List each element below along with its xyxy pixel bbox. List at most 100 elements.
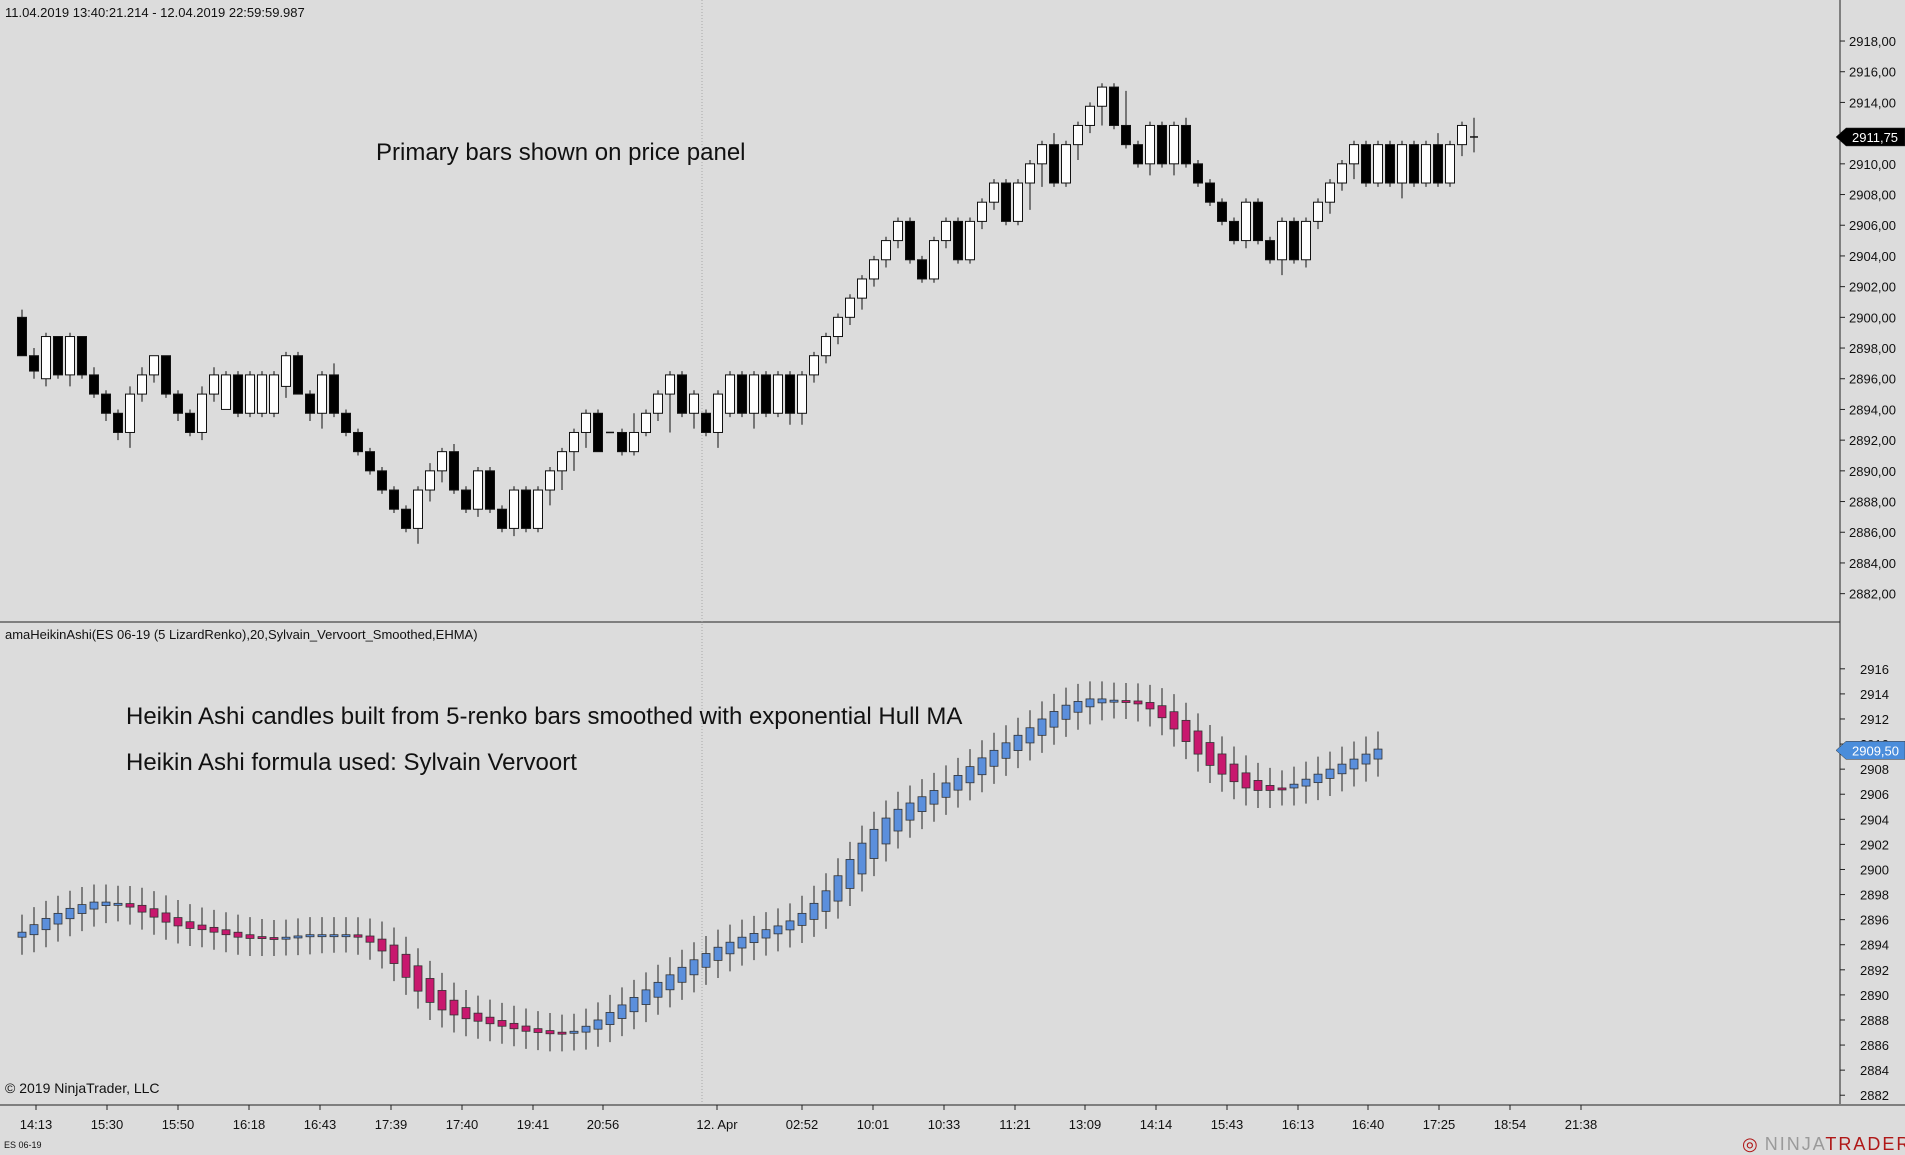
time-tick-label: 02:52 [786, 1117, 819, 1132]
date-range-label: 11.04.2019 13:40:21.214 - 12.04.2019 22:… [5, 5, 305, 20]
ha-candle-down [1205, 742, 1215, 766]
ha-candle-down [425, 978, 435, 1003]
price-bar-up [641, 412, 651, 433]
price-bar-down [1265, 240, 1275, 261]
price-bar-down [785, 374, 795, 414]
price-bar-down [305, 393, 315, 414]
ha-candle-up [821, 890, 831, 912]
price-bar-down [29, 355, 39, 372]
price-bar-down [1217, 201, 1227, 222]
price-bar-down [1205, 182, 1215, 203]
ha-tick-label: 2912 [1860, 712, 1889, 727]
ha-candle-up [281, 936, 291, 940]
price-bar-up [1373, 144, 1383, 184]
time-tick-label: 21:38 [1565, 1117, 1598, 1132]
time-tick-label: 20:56 [587, 1117, 620, 1132]
price-bar-up [1013, 182, 1023, 222]
heikin-ashi-note-1: Heikin Ashi candles built from 5-renko b… [126, 703, 963, 730]
price-bar-up [41, 336, 51, 380]
price-tick-label: 2882,00 [1849, 587, 1896, 602]
ha-tick-label: 2896 [1860, 913, 1889, 928]
heikin-ashi-panel[interactable] [17, 681, 1383, 1052]
price-bar-up [713, 393, 723, 433]
price-bar-up [473, 470, 483, 510]
time-tick-label: 18:54 [1494, 1117, 1527, 1132]
ha-tick-label: 2894 [1860, 938, 1889, 953]
price-bar-down [905, 220, 915, 261]
price-bar-down [1253, 201, 1263, 242]
ha-candle-up [617, 1004, 627, 1019]
ha-candle-up [677, 966, 687, 983]
ha-candle-down [125, 903, 135, 908]
price-bar-down [185, 412, 195, 433]
price-bar-up [413, 489, 423, 529]
price-bar-up [533, 489, 543, 529]
price-bar-down [377, 470, 387, 491]
price-bar-down [485, 470, 495, 510]
time-tick-label: 17:40 [446, 1117, 479, 1132]
price-bar-up [629, 431, 639, 453]
ha-candle-up [17, 931, 27, 938]
ha-candle-up [917, 796, 927, 812]
price-bar-down [917, 259, 927, 280]
price-bar-down [1361, 144, 1371, 184]
ha-candle-up [1025, 727, 1035, 744]
price-bar-down [1133, 144, 1143, 165]
ha-candle-up [941, 782, 951, 798]
price-bar-up [869, 259, 879, 280]
price-panel-note: Primary bars shown on price panel [376, 139, 746, 166]
price-bar-up [845, 297, 855, 318]
ha-candle-up [605, 1012, 615, 1025]
ha-candle-up [881, 817, 891, 845]
time-axis[interactable]: 14:13 15:30 15:50 16:18 16:43 17:39 17:40 19:41… [20, 1105, 1598, 1132]
ha-tick-label: 2892 [1860, 963, 1889, 978]
ha-candle-down [365, 935, 375, 943]
price-bar-down [677, 374, 687, 414]
ha-last-price-marker-label: 2909,50 [1852, 743, 1899, 758]
price-bar-up [941, 220, 951, 242]
price-bar-up [725, 374, 735, 414]
ha-candle-down [1181, 719, 1191, 742]
ha-candle-up [965, 766, 975, 784]
price-tick-label: 2898,00 [1849, 341, 1896, 356]
price-tick-label: 2900,00 [1849, 310, 1896, 325]
price-bar-up [1445, 144, 1455, 184]
ninjatrader-logo: ◎ NINJATRADER® [1742, 1134, 1905, 1155]
price-tick-label: 2890,00 [1849, 464, 1896, 479]
ha-candle-up [1325, 768, 1335, 779]
ha-tick-label: 2916 [1860, 662, 1889, 677]
ninjatrader-logo-icon: ◎ [1742, 1134, 1758, 1154]
price-bar-up [773, 374, 783, 414]
price-bar-up [1349, 144, 1359, 165]
price-bar-down [1289, 220, 1299, 261]
price-axes[interactable]: 2918,002916,002914,002912,002910,002908,… [1835, 34, 1905, 1103]
price-bar-down [497, 508, 507, 529]
ha-candle-down [533, 1028, 543, 1033]
ha-candle-up [1049, 711, 1059, 728]
price-bar-down [593, 412, 603, 453]
price-bar-down [1229, 220, 1239, 242]
price-panel[interactable] [17, 83, 1479, 544]
ha-candle-up [293, 935, 303, 939]
price-bar-up [689, 393, 699, 414]
ha-candle-up [977, 757, 987, 776]
ha-candle-down [353, 934, 363, 938]
price-bar-down [401, 508, 411, 529]
ha-candle-up [857, 842, 867, 875]
price-bar-down [233, 374, 243, 414]
ha-candle-down [401, 953, 411, 978]
price-bar-up [1241, 201, 1251, 242]
ha-candle-up [1337, 763, 1347, 775]
ha-candle-up [1013, 734, 1023, 751]
price-bar-down [1121, 124, 1131, 146]
ha-tick-label: 2898 [1860, 888, 1889, 903]
ha-candle-up [689, 959, 699, 976]
ha-tick-label: 2884 [1860, 1063, 1889, 1078]
ha-candle-up [641, 989, 651, 1005]
price-tick-label: 2888,00 [1849, 495, 1896, 510]
ha-tick-label: 2888 [1860, 1013, 1889, 1028]
price-bar-up [1073, 124, 1083, 146]
last-price-marker [1835, 127, 1905, 147]
price-tick-label: 2902,00 [1849, 280, 1896, 295]
ha-candle-up [869, 828, 879, 859]
